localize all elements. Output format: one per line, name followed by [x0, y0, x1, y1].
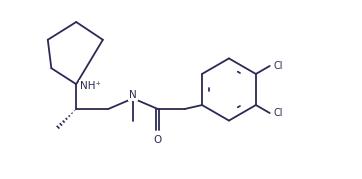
Text: N: N — [129, 90, 137, 100]
Text: Cl: Cl — [273, 108, 283, 118]
Text: NH⁺: NH⁺ — [80, 81, 101, 91]
Text: Cl: Cl — [273, 61, 283, 71]
Text: O: O — [154, 135, 162, 145]
